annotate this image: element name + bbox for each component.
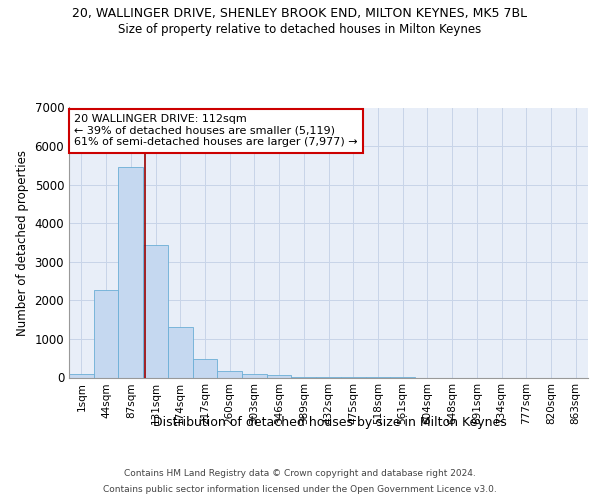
Bar [94, 290, 118, 378]
Bar [292, 377, 316, 378]
Bar [69, 374, 94, 378]
Text: Contains HM Land Registry data © Crown copyright and database right 2024.: Contains HM Land Registry data © Crown c… [124, 470, 476, 478]
Bar [242, 374, 267, 378]
Text: 20, WALLINGER DRIVE, SHENLEY BROOK END, MILTON KEYNES, MK5 7BL: 20, WALLINGER DRIVE, SHENLEY BROOK END, … [73, 8, 527, 20]
Bar [118, 168, 143, 378]
Bar [168, 327, 193, 378]
Text: Distribution of detached houses by size in Milton Keynes: Distribution of detached houses by size … [153, 416, 507, 429]
Bar [217, 372, 242, 378]
Text: Size of property relative to detached houses in Milton Keynes: Size of property relative to detached ho… [118, 22, 482, 36]
Text: 20 WALLINGER DRIVE: 112sqm
← 39% of detached houses are smaller (5,119)
61% of s: 20 WALLINGER DRIVE: 112sqm ← 39% of deta… [74, 114, 358, 148]
Text: Contains public sector information licensed under the Open Government Licence v3: Contains public sector information licen… [103, 486, 497, 494]
Bar [143, 245, 168, 378]
Bar [267, 375, 292, 378]
Y-axis label: Number of detached properties: Number of detached properties [16, 150, 29, 336]
Bar [193, 359, 217, 378]
